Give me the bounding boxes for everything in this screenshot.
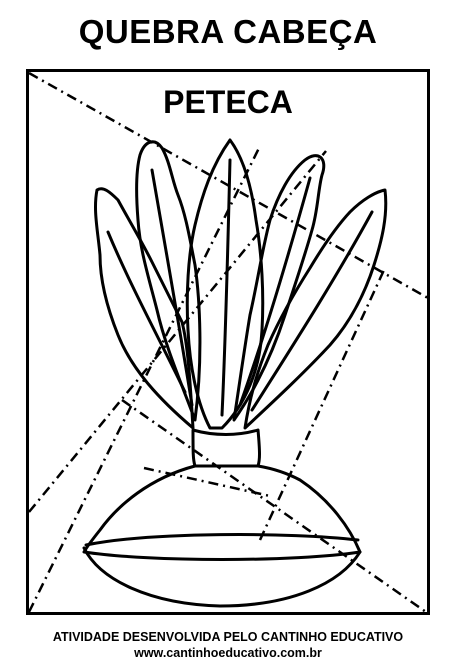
feather-right-inner (232, 154, 326, 422)
peteca-base (82, 464, 362, 608)
feather-center (185, 138, 265, 430)
cut-line-6 (143, 466, 271, 498)
puzzle-cut-lines (27, 71, 429, 614)
feather-right-outer (243, 188, 388, 430)
credit-line: ATIVIDADE DESENVOLVIDA PELO CANTINHO EDU… (52, 630, 404, 644)
peteca-collar (191, 428, 261, 468)
feather-left-inner-vein (150, 168, 194, 407)
base-bottom (82, 546, 362, 608)
cut-line-3 (258, 269, 386, 541)
feather-center-vein (220, 158, 232, 417)
base-top (82, 464, 362, 561)
puzzle-frame (26, 69, 430, 615)
page-title: QUEBRA CABEÇA (78, 13, 378, 50)
cut-line-5 (28, 150, 327, 513)
cut-line-2 (27, 145, 262, 613)
cut-line-4 (121, 398, 427, 614)
puzzle-word: PETECA (163, 84, 293, 120)
feather-left-outer (94, 187, 195, 430)
feather-right-outer-vein (250, 210, 374, 412)
website-link[interactable]: www.cantinhoeducativo.com.br (134, 646, 322, 660)
base-band (84, 533, 360, 547)
feather-right-inner-vein (238, 176, 312, 407)
cut-line-1 (28, 71, 429, 300)
